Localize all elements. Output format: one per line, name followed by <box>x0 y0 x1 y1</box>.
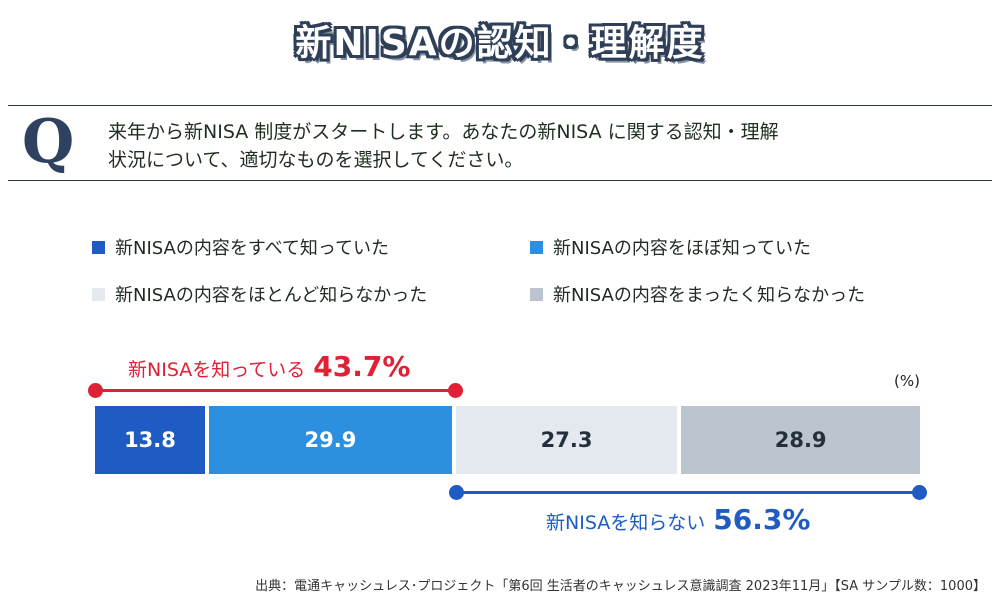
bar-segment-mostly-unknown: 27.3 <box>455 406 682 474</box>
question-text-line1: 来年から新NISA 制度がスタートします。あなたの新NISA に関する認知・理解 <box>108 121 779 143</box>
bar-segment-mostly-known: 29.9 <box>208 406 456 474</box>
know-annotation: 新NISAを知っている 43.7% <box>128 350 410 383</box>
dontknow-bracket-end-dot <box>911 485 927 500</box>
legend-swatch-mostly-unknown <box>92 287 105 301</box>
question-top-rule <box>8 105 992 106</box>
chart-legend: 新NISAの内容をすべて知っていた 新NISAの内容をほぼ知っていた 新NISA… <box>92 234 952 314</box>
dontknow-bracket-line <box>448 485 927 500</box>
bar-segment-not-known: 28.9 <box>681 406 920 474</box>
bar-value-mostly-known: 29.9 <box>304 428 357 452</box>
dontknow-annotation: 新NISAを知らない 56.3% <box>546 503 810 536</box>
question-bottom-rule <box>8 180 992 181</box>
know-annotation-label: 新NISAを知っている <box>128 359 306 381</box>
legend-item-mostly-known: 新NISAの内容をほぼ知っていた <box>530 234 811 260</box>
page-title: 新NISAの認知・理解度 <box>295 23 705 64</box>
know-annotation-value: 43.7% <box>313 350 411 383</box>
legend-label-mostly-unknown: 新NISAの内容をほとんど知らなかった <box>115 285 428 306</box>
bar-value-all-known: 13.8 <box>124 428 176 452</box>
question-text-line2: 状況について、適切なものを選択してください。 <box>108 149 524 171</box>
question-letter: Q <box>22 107 75 177</box>
source-note: 出典：電通キャッシュレス･プロジェクト「第6回 生活者のキャッシュレス意識調査 … <box>255 579 986 594</box>
legend-label-not-known: 新NISAの内容をまったく知らなかった <box>553 285 866 306</box>
dontknow-bracket-start-dot <box>448 485 464 500</box>
legend-item-not-known: 新NISAの内容をまったく知らなかった <box>530 281 865 307</box>
question-text: 来年から新NISA 制度がスタートします。あなたの新NISA に関する認知・理解… <box>108 118 958 174</box>
legend-swatch-mostly-known <box>530 240 543 254</box>
legend-swatch-not-known <box>530 287 543 301</box>
know-bracket-start-dot <box>88 383 103 398</box>
legend-item-all-known: 新NISAの内容をすべて知っていた <box>92 234 389 260</box>
bar-segment-all-known: 13.8 <box>95 406 209 474</box>
bar-value-not-known: 28.9 <box>774 428 827 452</box>
stacked-bar: 13.8 29.9 27.3 28.9 <box>95 406 920 474</box>
bar-value-mostly-unknown: 27.3 <box>540 428 593 452</box>
legend-label-mostly-known: 新NISAの内容をほぼ知っていた <box>553 238 811 259</box>
dontknow-annotation-label: 新NISAを知らない <box>546 512 706 534</box>
legend-swatch-all-known <box>92 240 105 254</box>
know-bracket-line <box>88 383 463 398</box>
know-bracket-end-dot <box>447 383 463 398</box>
legend-label-all-known: 新NISAの内容をすべて知っていた <box>115 238 389 259</box>
dontknow-annotation-value: 56.3% <box>713 503 811 536</box>
unit-label: (%) <box>894 372 920 390</box>
legend-item-mostly-unknown: 新NISAの内容をほとんど知らなかった <box>92 281 427 307</box>
